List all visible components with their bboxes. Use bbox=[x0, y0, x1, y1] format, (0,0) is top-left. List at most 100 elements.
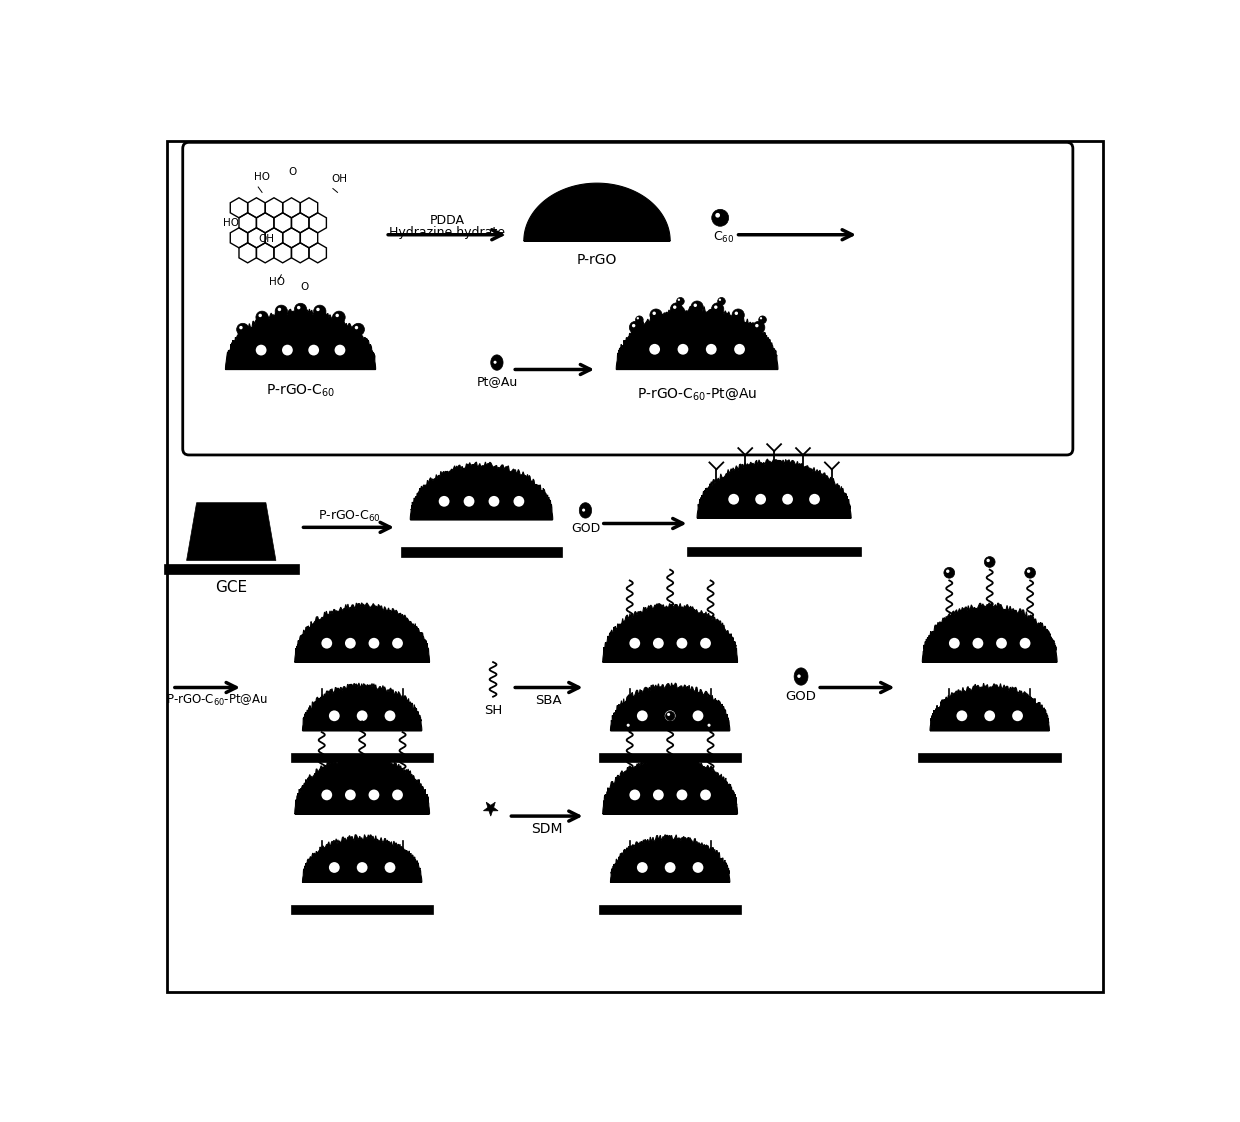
Circle shape bbox=[357, 862, 367, 873]
Circle shape bbox=[701, 637, 711, 649]
Circle shape bbox=[630, 790, 640, 800]
Bar bbox=[919, 753, 1061, 762]
Polygon shape bbox=[603, 755, 738, 813]
Polygon shape bbox=[794, 668, 808, 686]
Polygon shape bbox=[410, 462, 553, 519]
Circle shape bbox=[335, 344, 346, 356]
Circle shape bbox=[384, 710, 396, 721]
Circle shape bbox=[1027, 570, 1030, 573]
Circle shape bbox=[630, 321, 641, 333]
Circle shape bbox=[345, 790, 356, 800]
Circle shape bbox=[281, 344, 293, 356]
Circle shape bbox=[653, 637, 663, 649]
Circle shape bbox=[728, 494, 739, 505]
Circle shape bbox=[494, 360, 496, 364]
Circle shape bbox=[715, 213, 720, 218]
Text: P-rGO-C$_{60}$-Pt@Au: P-rGO-C$_{60}$-Pt@Au bbox=[637, 386, 758, 402]
Circle shape bbox=[653, 790, 663, 800]
Circle shape bbox=[314, 305, 326, 318]
Circle shape bbox=[753, 321, 765, 333]
Circle shape bbox=[946, 570, 950, 573]
Circle shape bbox=[996, 637, 1007, 649]
Circle shape bbox=[678, 298, 680, 301]
Text: SH: SH bbox=[622, 620, 636, 631]
Bar bbox=[401, 548, 563, 557]
Circle shape bbox=[708, 724, 711, 727]
Circle shape bbox=[693, 304, 697, 307]
Circle shape bbox=[797, 674, 801, 678]
Circle shape bbox=[712, 303, 724, 315]
Polygon shape bbox=[303, 683, 422, 730]
Circle shape bbox=[296, 306, 300, 310]
Circle shape bbox=[701, 790, 711, 800]
Polygon shape bbox=[303, 835, 422, 882]
Bar bbox=[291, 904, 433, 914]
Text: SDM: SDM bbox=[531, 822, 563, 836]
Text: P-rGO-C$_{60}$: P-rGO-C$_{60}$ bbox=[265, 383, 335, 399]
Circle shape bbox=[1019, 637, 1030, 649]
Text: OH: OH bbox=[258, 233, 274, 243]
Bar bbox=[164, 564, 299, 573]
Text: GOD: GOD bbox=[570, 523, 600, 535]
Circle shape bbox=[734, 343, 745, 355]
Circle shape bbox=[392, 637, 403, 649]
Circle shape bbox=[719, 298, 722, 301]
Text: PDDA: PDDA bbox=[429, 214, 464, 228]
Circle shape bbox=[255, 311, 268, 323]
Circle shape bbox=[255, 344, 267, 356]
Circle shape bbox=[667, 712, 670, 716]
Circle shape bbox=[718, 297, 725, 305]
Circle shape bbox=[759, 316, 766, 323]
Text: P-rGO-C$_{60}$: P-rGO-C$_{60}$ bbox=[317, 509, 381, 524]
Circle shape bbox=[321, 637, 332, 649]
Text: SH: SH bbox=[484, 705, 502, 717]
Text: SBA: SBA bbox=[536, 695, 562, 707]
Circle shape bbox=[352, 323, 365, 335]
Circle shape bbox=[673, 305, 677, 309]
Circle shape bbox=[732, 309, 744, 321]
Circle shape bbox=[368, 637, 379, 649]
Circle shape bbox=[384, 862, 396, 873]
Text: P-rGO-C$_{60}$-Pt@Au: P-rGO-C$_{60}$-Pt@Au bbox=[166, 693, 268, 708]
Circle shape bbox=[956, 710, 967, 721]
Circle shape bbox=[637, 862, 647, 873]
Text: Pt@Au: Pt@Au bbox=[476, 375, 517, 387]
Circle shape bbox=[693, 862, 703, 873]
Polygon shape bbox=[610, 835, 730, 882]
Text: HO: HO bbox=[223, 218, 239, 228]
Polygon shape bbox=[930, 683, 1049, 730]
Circle shape bbox=[1012, 710, 1023, 721]
Circle shape bbox=[972, 637, 983, 649]
Circle shape bbox=[734, 312, 738, 315]
Polygon shape bbox=[603, 604, 738, 662]
Text: SH: SH bbox=[356, 762, 370, 772]
Text: SH: SH bbox=[663, 609, 677, 619]
Circle shape bbox=[439, 496, 449, 507]
Circle shape bbox=[985, 557, 994, 568]
Circle shape bbox=[632, 324, 635, 328]
Circle shape bbox=[329, 710, 340, 721]
Circle shape bbox=[316, 307, 320, 311]
Circle shape bbox=[275, 305, 288, 318]
Circle shape bbox=[677, 343, 688, 355]
Circle shape bbox=[345, 637, 356, 649]
Circle shape bbox=[368, 790, 379, 800]
Circle shape bbox=[332, 311, 345, 323]
Circle shape bbox=[321, 790, 332, 800]
Polygon shape bbox=[226, 309, 376, 369]
Circle shape bbox=[625, 723, 635, 732]
Text: O: O bbox=[289, 166, 296, 176]
Circle shape bbox=[309, 344, 319, 356]
Bar bbox=[291, 753, 433, 762]
Text: O: O bbox=[300, 282, 309, 292]
Circle shape bbox=[706, 723, 715, 732]
Polygon shape bbox=[491, 355, 503, 370]
Circle shape bbox=[706, 343, 717, 355]
Text: SH: SH bbox=[663, 762, 677, 772]
Circle shape bbox=[635, 316, 644, 323]
Circle shape bbox=[582, 508, 585, 512]
Circle shape bbox=[329, 862, 340, 873]
Circle shape bbox=[944, 568, 955, 578]
Circle shape bbox=[671, 303, 683, 315]
Circle shape bbox=[677, 297, 684, 305]
